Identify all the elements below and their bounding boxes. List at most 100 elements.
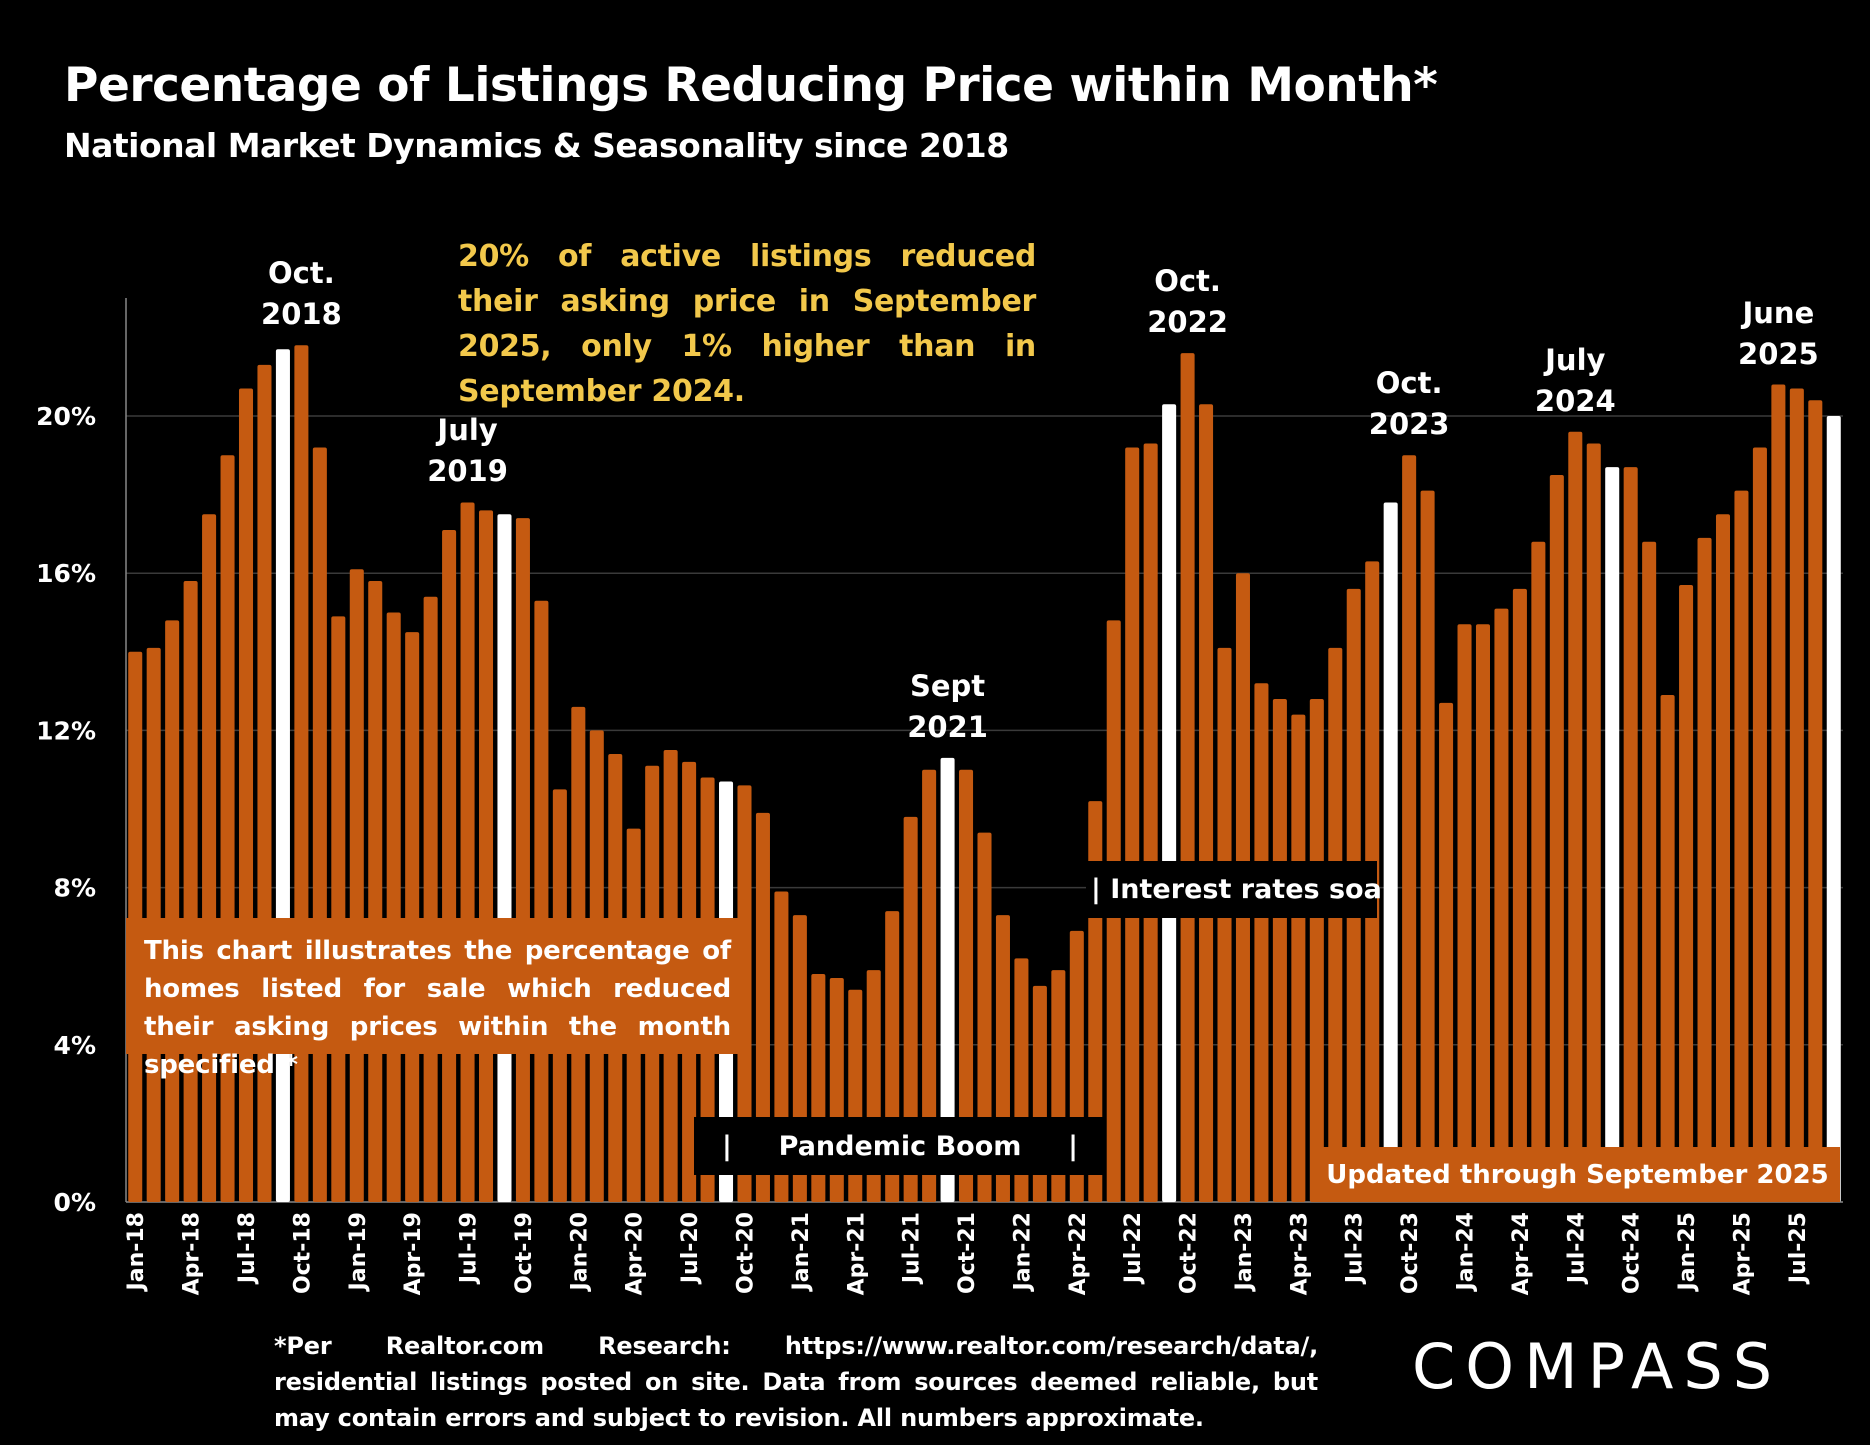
highlight-bar: [1162, 404, 1177, 1203]
x-tick-label: Oct-24: [1620, 1212, 1645, 1294]
bar: [1715, 514, 1731, 1202]
x-tick-label: Jan-21: [789, 1212, 814, 1292]
x-tick-label: Oct-21: [955, 1212, 980, 1294]
x-tick-label: Jan-19: [346, 1212, 371, 1292]
x-tick-label: Oct-19: [512, 1212, 537, 1294]
peak-label: Oct. 2023: [1369, 363, 1450, 445]
bar: [959, 769, 974, 1202]
peak-label-line2: 2025: [1738, 336, 1819, 371]
peak-label: Oct. 2022: [1147, 261, 1228, 343]
bar: [183, 581, 198, 1202]
bar: [1734, 490, 1749, 1202]
bar: [1457, 624, 1472, 1202]
peak-label-line2: 2023: [1368, 407, 1450, 442]
bar: [165, 620, 180, 1202]
bar: [423, 596, 438, 1202]
bar: [903, 816, 918, 1202]
y-tick-label: 16%: [36, 559, 96, 588]
bar: [312, 447, 327, 1202]
x-tick-label: Oct-23: [1398, 1212, 1423, 1294]
peak-label-line2: 2021: [907, 709, 988, 744]
bar: [1328, 647, 1343, 1202]
y-tick-label: 0%: [54, 1188, 96, 1217]
bar: [534, 600, 549, 1202]
bar: [977, 832, 992, 1202]
x-tick-label: Jan-20: [567, 1212, 592, 1292]
bar: [1771, 384, 1786, 1202]
bar: [1660, 695, 1675, 1202]
interest-rates-label: | Interest rates soar: [1086, 861, 1395, 918]
peak-label: June 2025: [1738, 293, 1819, 375]
bar: [220, 455, 235, 1202]
bar: [1494, 608, 1509, 1202]
bar: [386, 612, 401, 1202]
highlight-bar: [1605, 467, 1620, 1203]
bar: [331, 616, 346, 1202]
y-tick-label: 4%: [54, 1031, 96, 1060]
bar: [1180, 353, 1195, 1202]
x-tick-label: Apr-18: [180, 1212, 205, 1295]
compass-logo: COMPASS: [1412, 1330, 1783, 1403]
x-tick-label: Jul-25: [1786, 1212, 1811, 1285]
x-tick-label: Apr-23: [1287, 1212, 1312, 1295]
bar: [1217, 647, 1232, 1202]
highlight-bar: [1826, 416, 1841, 1202]
peak-label-line1: July: [437, 413, 498, 448]
y-tick-label: 8%: [54, 874, 96, 903]
peak-label-line2: 2022: [1147, 305, 1228, 340]
bar: [1642, 541, 1657, 1202]
bar: [1512, 588, 1527, 1202]
pandemic-boom-text: Pandemic Boom: [778, 1130, 1022, 1162]
x-tick-label: Jan-24: [1454, 1212, 1479, 1292]
peak-label-line1: Sept: [909, 668, 986, 703]
peak-label-line1: July: [1545, 342, 1606, 377]
peak-label: Sept 2021: [907, 666, 988, 748]
chart-title: Percentage of Listings Reducing Price wi…: [64, 58, 1438, 113]
peak-label: July 2024: [1535, 340, 1616, 422]
x-tick-label: Apr-22: [1066, 1212, 1091, 1295]
peak-label: July 2019: [427, 410, 508, 492]
highlight-bar: [497, 514, 512, 1202]
x-tick-label: Jan-25: [1675, 1212, 1700, 1292]
x-tick-label: Apr-20: [623, 1212, 648, 1295]
chart-subtitle: National Market Dynamics & Seasonality s…: [64, 126, 1009, 165]
bar: [202, 514, 217, 1202]
x-tick-label: Jul-23: [1343, 1212, 1368, 1285]
bar: [1531, 541, 1546, 1202]
bar: [1402, 455, 1417, 1202]
x-tick-label: Jul-24: [1564, 1212, 1589, 1285]
peak-label: Oct. 2018: [261, 253, 342, 335]
highlight-bar: [940, 757, 955, 1202]
peak-label-line1: June: [1742, 295, 1815, 330]
peak-label-line1: Oct.: [1154, 264, 1221, 299]
x-tick-label: Oct-20: [733, 1212, 758, 1294]
x-tick-label: Oct-22: [1177, 1212, 1202, 1294]
x-tick-label: Jan-23: [1232, 1212, 1257, 1292]
y-tick-label: 20%: [36, 402, 96, 431]
bar: [1623, 467, 1638, 1203]
bar: [755, 812, 770, 1202]
x-tick-label: Jul-19: [457, 1212, 482, 1285]
bar: [1697, 537, 1712, 1202]
updated-through-badge: Updated through September 2025: [1315, 1147, 1840, 1202]
period-marker-right: |: [1068, 1130, 1078, 1162]
x-tick-label: Jul-18: [235, 1212, 260, 1285]
peak-label-line2: 2018: [261, 297, 342, 332]
x-tick-label: Oct-18: [290, 1212, 315, 1294]
x-tick-label: Jan-18: [124, 1212, 149, 1292]
bar: [1586, 443, 1601, 1202]
bar: [1679, 584, 1694, 1202]
x-tick-label: Apr-21: [844, 1212, 869, 1295]
peak-label-line1: Oct.: [268, 256, 335, 291]
pandemic-boom-label: | Pandemic Boom |: [694, 1117, 1106, 1175]
bar: [1789, 388, 1804, 1202]
bar: [1143, 443, 1158, 1202]
x-tick-label: Jul-21: [900, 1212, 925, 1285]
bar: [1752, 447, 1767, 1202]
x-tick-label: Jul-22: [1121, 1212, 1146, 1285]
footnote: *Per Realtor.com Research: https://www.r…: [274, 1332, 1318, 1432]
bar: [1420, 490, 1435, 1202]
bar: [515, 518, 530, 1202]
bar: [922, 769, 937, 1202]
bar: [1549, 474, 1564, 1202]
